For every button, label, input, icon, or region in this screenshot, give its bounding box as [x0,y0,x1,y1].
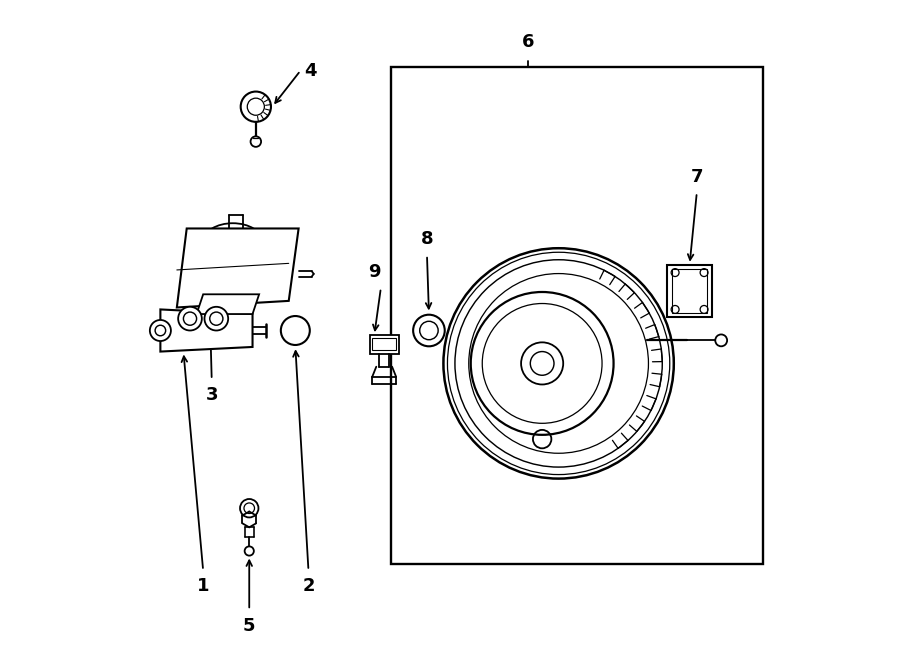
Polygon shape [160,309,253,352]
Circle shape [245,547,254,556]
Text: 4: 4 [304,61,317,79]
Polygon shape [196,294,259,314]
Circle shape [240,499,258,518]
Bar [373,338,396,350]
Bar [667,264,712,317]
Text: 1: 1 [197,577,210,596]
Polygon shape [176,229,299,307]
Text: 8: 8 [420,230,433,249]
Text: 6: 6 [521,33,534,51]
Circle shape [444,249,674,479]
Circle shape [716,334,727,346]
Text: 5: 5 [243,617,256,635]
Text: 3: 3 [205,387,218,405]
Bar [671,269,707,313]
Circle shape [240,92,271,122]
Bar [370,335,399,354]
Circle shape [150,320,171,341]
Circle shape [413,315,445,346]
Text: 2: 2 [302,577,315,596]
Text: 7: 7 [690,168,703,186]
Text: 9: 9 [368,263,381,281]
Circle shape [250,136,261,147]
Bar [391,67,762,564]
Circle shape [471,292,614,435]
Circle shape [281,316,310,345]
Circle shape [178,307,202,330]
Circle shape [204,307,229,330]
